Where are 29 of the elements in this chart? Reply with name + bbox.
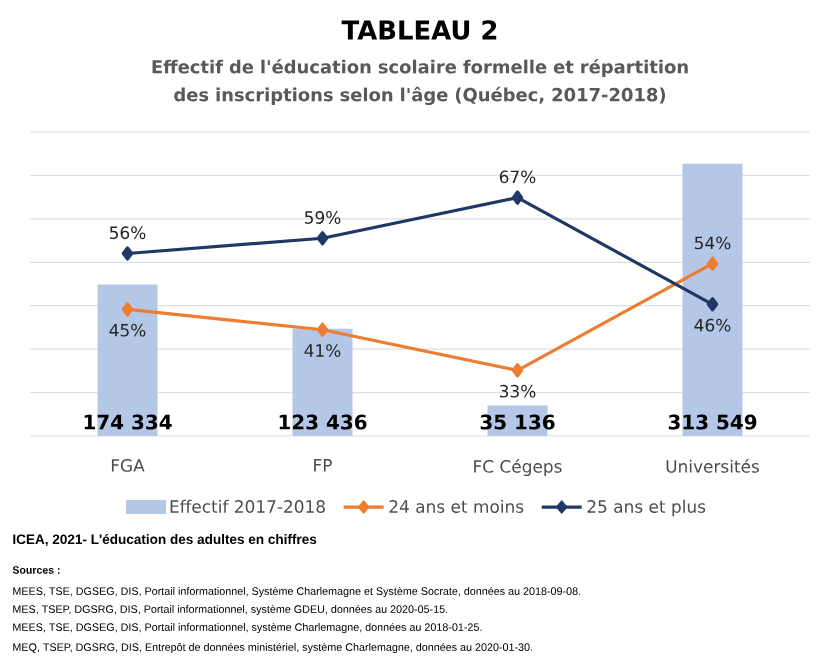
data-label: 59% [304,211,341,224]
point [121,246,134,261]
chart-subtitle: Effectif de l'éducation scolaire formelle et répartition des inscriptions selon l'âge (Québec, 2017-2018) [152,58,688,106]
x-tick-label: FP [314,459,332,472]
point [706,297,719,312]
point [316,322,329,337]
x-tick-label: Universités [666,459,760,473]
legend-label: 25 ans et plus [587,499,706,517]
point [316,231,329,246]
data-label: 54% [695,236,731,250]
data-label: 41% [304,344,341,357]
data-label: 174 334 [84,414,172,430]
x-tick-label: FGA [111,459,145,472]
data-label: 45% [109,323,146,337]
data-label: 123 436 [279,414,367,430]
legend-label: 24 ans et moins [389,499,524,513]
data-label: 67% [499,170,536,184]
data-label: 35 136 [480,414,555,430]
x-tick-label: FC Cégeps [474,459,562,477]
data-label: 33% [499,384,536,398]
data-label: 46% [694,318,731,332]
data-label: 313 549 [668,414,757,430]
point [121,302,134,317]
chart-title: TABLEAU 2 [341,20,497,40]
point [511,190,524,205]
point [706,256,719,271]
point [511,363,524,378]
data-label: 56% [109,226,146,240]
legend-label: Effectif 2017-2018 [170,499,325,513]
